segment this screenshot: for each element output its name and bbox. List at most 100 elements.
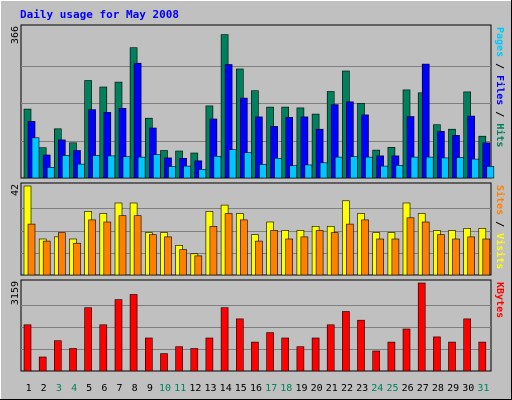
- bar-pages-day-6: [107, 155, 116, 179]
- bar-kbytes-day-28: [433, 336, 441, 372]
- x-label-day-7: 7: [116, 383, 122, 394]
- bar-sites-day-27: [421, 221, 430, 276]
- bar-pages-day-5: [92, 155, 100, 179]
- panel-top: 366 Pages / Files / Hits: [10, 24, 506, 179]
- bar-sites-day-18: [285, 238, 294, 276]
- panel-middle-legend: Sites / Visits: [494, 185, 506, 269]
- bar-sites-day-8: [133, 215, 142, 276]
- legend-part: Files: [494, 75, 506, 105]
- bar-kbytes-day-15: [236, 318, 244, 372]
- chart-title: Daily usage for May 2008: [20, 8, 179, 21]
- bar-pages-day-3: [61, 155, 70, 179]
- bar-pages-day-15: [244, 152, 252, 179]
- bar-sites-day-14: [224, 213, 233, 276]
- x-label-day-20: 20: [311, 383, 323, 394]
- x-label-day-4: 4: [71, 383, 77, 394]
- x-label-day-22: 22: [341, 383, 353, 394]
- bar-pages-day-1: [31, 137, 40, 179]
- x-label-day-24: 24: [371, 383, 383, 394]
- panel-top-ymax-label: 366: [10, 26, 21, 44]
- bar-pages-day-12: [198, 169, 207, 179]
- bar-kbytes-day-23: [357, 319, 365, 372]
- bar-sites-day-3: [57, 232, 66, 276]
- bar-sites-day-20: [315, 230, 324, 276]
- bar-files-day-9: [149, 127, 157, 179]
- bar-pages-day-7: [122, 156, 131, 179]
- bar-pages-day-16: [259, 164, 267, 179]
- bar-files-day-27: [421, 63, 430, 179]
- x-label-day-3: 3: [56, 383, 62, 394]
- bar-files-day-6: [103, 112, 112, 179]
- legend-part: Sites: [494, 185, 506, 215]
- bar-kbytes-day-24: [372, 350, 381, 372]
- bar-files-day-29: [452, 135, 460, 179]
- legend-part: /: [494, 215, 505, 233]
- legend-part: /: [494, 105, 505, 123]
- bar-pages-day-14: [228, 149, 237, 179]
- bar-pages-day-31: [486, 166, 495, 179]
- panel-middle-ymax-label: 42: [10, 184, 21, 196]
- bar-pages-day-30: [471, 158, 480, 179]
- bar-files-day-20: [315, 128, 324, 179]
- bar-files-day-23: [361, 114, 369, 179]
- x-label-day-27: 27: [417, 383, 429, 394]
- x-label-day-23: 23: [356, 383, 368, 394]
- bar-sites-day-30: [467, 236, 476, 276]
- panel-bottom: 3159 KBytes: [10, 279, 505, 372]
- bar-kbytes-day-21: [326, 324, 335, 372]
- bar-kbytes-day-12: [190, 348, 199, 372]
- bar-pages-day-25: [395, 165, 404, 179]
- bar-sites-day-26: [406, 217, 415, 276]
- bar-files-day-26: [406, 116, 415, 179]
- panel-bottom-legend: KBytes: [494, 282, 505, 318]
- bar-pages-day-29: [456, 157, 464, 179]
- x-label-day-28: 28: [432, 383, 444, 394]
- bar-kbytes-day-10: [160, 353, 168, 372]
- bar-kbytes-day-16: [251, 341, 259, 372]
- bar-files-day-2: [42, 154, 51, 179]
- bar-sites-day-25: [391, 238, 400, 276]
- bar-files-day-19: [300, 116, 309, 179]
- bar-kbytes-day-11: [175, 346, 183, 372]
- legend-part: Pages: [494, 27, 505, 57]
- bar-sites-day-28: [437, 234, 445, 276]
- bar-pages-day-20: [319, 162, 328, 179]
- x-label-day-19: 19: [295, 383, 307, 394]
- bar-kbytes-day-5: [84, 307, 92, 372]
- bar-kbytes-day-18: [281, 337, 290, 372]
- bar-pages-day-4: [77, 163, 85, 179]
- bar-pages-day-18: [289, 165, 298, 179]
- bar-pages-day-13: [213, 156, 222, 179]
- bar-files-day-22: [346, 101, 354, 179]
- bar-kbytes-day-9: [145, 337, 153, 372]
- bar-pages-day-9: [153, 154, 161, 179]
- panel-top-legend: Pages / Files / Hits: [494, 27, 506, 147]
- x-label-day-21: 21: [326, 383, 338, 394]
- bar-files-day-16: [255, 116, 263, 179]
- bar-pages-day-21: [334, 156, 343, 179]
- chart-panels: 366 Pages / Files / Hits 42 Sites / Visits 3…: [10, 24, 506, 372]
- x-label-day-6: 6: [101, 383, 107, 394]
- x-label-day-13: 13: [204, 383, 216, 394]
- legend-part: Visits: [494, 233, 506, 269]
- bar-files-day-5: [88, 109, 96, 179]
- bar-sites-day-5: [88, 219, 96, 276]
- bar-files-day-13: [209, 118, 218, 179]
- bar-pages-day-17: [274, 158, 282, 179]
- x-label-day-5: 5: [86, 383, 92, 394]
- bar-kbytes-day-25: [387, 341, 396, 372]
- bar-kbytes-day-27: [417, 282, 426, 372]
- x-label-day-2: 2: [41, 383, 47, 394]
- x-label-day-25: 25: [386, 383, 398, 394]
- bar-sites-day-23: [361, 219, 369, 276]
- x-label-day-26: 26: [402, 383, 414, 394]
- bar-sites-day-1: [27, 223, 36, 276]
- bar-pages-day-22: [350, 156, 358, 179]
- bar-files-day-7: [118, 108, 127, 179]
- bar-sites-day-6: [103, 221, 112, 276]
- bar-kbytes-day-13: [205, 337, 214, 372]
- bar-pages-day-27: [425, 156, 434, 179]
- bar-sites-day-16: [255, 240, 263, 276]
- legend-part: Hits: [494, 123, 506, 147]
